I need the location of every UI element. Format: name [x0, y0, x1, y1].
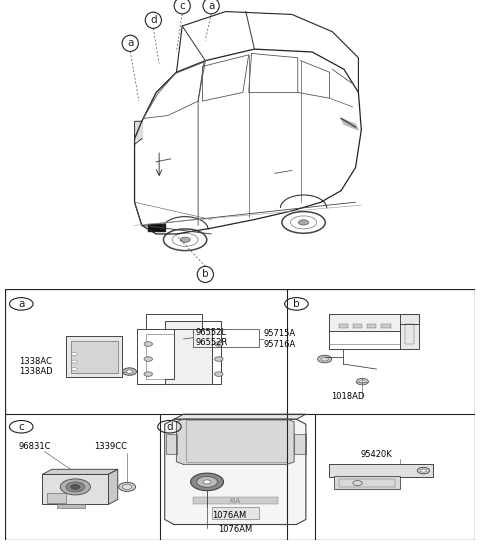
- Polygon shape: [165, 322, 212, 384]
- Circle shape: [72, 360, 77, 363]
- Bar: [294, 434, 306, 455]
- Circle shape: [72, 367, 77, 371]
- Circle shape: [356, 378, 369, 385]
- Text: a: a: [127, 38, 133, 49]
- Polygon shape: [147, 224, 165, 231]
- Circle shape: [215, 357, 223, 361]
- Circle shape: [122, 485, 132, 489]
- Bar: [193, 329, 259, 347]
- Bar: [193, 497, 277, 505]
- Polygon shape: [329, 314, 419, 331]
- Circle shape: [204, 480, 211, 484]
- Bar: [57, 504, 85, 508]
- Text: 96552R: 96552R: [195, 338, 228, 347]
- Circle shape: [71, 485, 80, 489]
- Bar: [166, 434, 178, 455]
- Bar: [381, 324, 391, 328]
- Circle shape: [215, 372, 223, 377]
- Polygon shape: [174, 414, 306, 419]
- Circle shape: [119, 482, 135, 492]
- Text: 95716A: 95716A: [264, 340, 296, 348]
- Bar: [334, 476, 400, 489]
- Bar: [66, 336, 122, 377]
- Bar: [367, 324, 376, 328]
- Circle shape: [60, 479, 90, 495]
- Circle shape: [72, 353, 77, 355]
- Circle shape: [215, 342, 223, 346]
- Polygon shape: [165, 419, 306, 524]
- Circle shape: [144, 357, 153, 361]
- Bar: [47, 493, 66, 503]
- Bar: [329, 464, 433, 477]
- Bar: [42, 474, 108, 505]
- Bar: [212, 507, 259, 519]
- Circle shape: [321, 357, 328, 361]
- Text: b: b: [293, 299, 300, 309]
- Text: b: b: [202, 269, 209, 280]
- Circle shape: [126, 370, 133, 373]
- Bar: [339, 479, 395, 487]
- Bar: [339, 324, 348, 328]
- Circle shape: [66, 482, 85, 492]
- Text: 95715A: 95715A: [264, 330, 296, 338]
- Ellipse shape: [299, 220, 309, 225]
- Polygon shape: [42, 469, 118, 474]
- Bar: [353, 324, 362, 328]
- Text: 96552L: 96552L: [195, 328, 226, 337]
- Bar: [186, 421, 287, 462]
- Circle shape: [318, 355, 332, 363]
- Text: c: c: [180, 1, 185, 11]
- Circle shape: [360, 380, 365, 383]
- Polygon shape: [341, 118, 359, 130]
- Circle shape: [191, 473, 224, 490]
- Circle shape: [122, 368, 136, 376]
- Text: 1076AM: 1076AM: [212, 511, 246, 520]
- Text: d: d: [166, 422, 173, 432]
- Circle shape: [144, 372, 153, 377]
- Bar: [400, 314, 419, 349]
- Text: a: a: [208, 1, 214, 11]
- Bar: [405, 324, 414, 344]
- Text: 1339CC: 1339CC: [94, 443, 127, 451]
- Polygon shape: [135, 122, 142, 138]
- Bar: [146, 334, 212, 379]
- Bar: [136, 329, 221, 384]
- Text: 1338AD: 1338AD: [19, 367, 52, 376]
- Polygon shape: [108, 469, 118, 505]
- Ellipse shape: [180, 237, 190, 243]
- Circle shape: [417, 468, 430, 474]
- Text: c: c: [18, 422, 24, 432]
- Text: a: a: [18, 299, 24, 309]
- Text: 1018AD: 1018AD: [332, 392, 365, 401]
- Text: 95420K: 95420K: [360, 450, 392, 459]
- Polygon shape: [177, 419, 294, 464]
- Text: 1338AC: 1338AC: [19, 357, 52, 366]
- Circle shape: [144, 342, 153, 346]
- Text: d: d: [150, 15, 156, 25]
- Circle shape: [420, 469, 426, 472]
- Text: 96831C: 96831C: [19, 443, 51, 451]
- Text: KIA: KIA: [229, 498, 241, 504]
- Circle shape: [197, 476, 217, 487]
- Bar: [71, 342, 118, 373]
- Text: 1076AM: 1076AM: [218, 525, 252, 534]
